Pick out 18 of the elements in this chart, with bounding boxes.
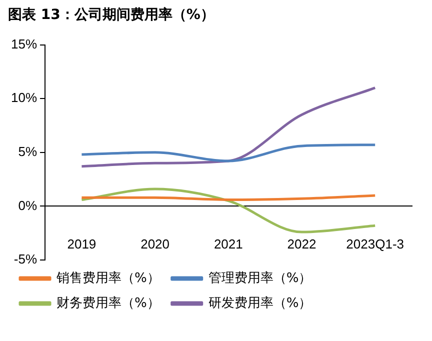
y-tick-label: 10%: [10, 90, 38, 106]
x-tick-label: 2021: [214, 236, 243, 252]
legend-label: 管理费用率（%）: [208, 270, 312, 286]
y-tick-label: 5%: [18, 144, 38, 159]
legend-label: 财务费用率（%）: [56, 294, 160, 311]
y-tick-label: -5%: [14, 252, 38, 267]
x-tick-label: 2023Q1-3: [346, 236, 404, 252]
legend-label: 研发费用率（%）: [208, 294, 312, 311]
legend-label: 销售费用率（%）: [56, 270, 160, 286]
chart-title: 图表 13：公司期间费用率（%）: [8, 6, 214, 24]
x-tick-label: 2020: [140, 236, 170, 252]
x-tick-label: 2019: [67, 236, 96, 252]
x-tick-label: 2022: [287, 236, 316, 252]
line-series: [80, 144, 376, 162]
line-series: [80, 86, 376, 168]
y-tick-label: 15%: [10, 36, 38, 52]
y-tick-label: 0%: [18, 198, 38, 213]
line-series: [80, 188, 376, 234]
